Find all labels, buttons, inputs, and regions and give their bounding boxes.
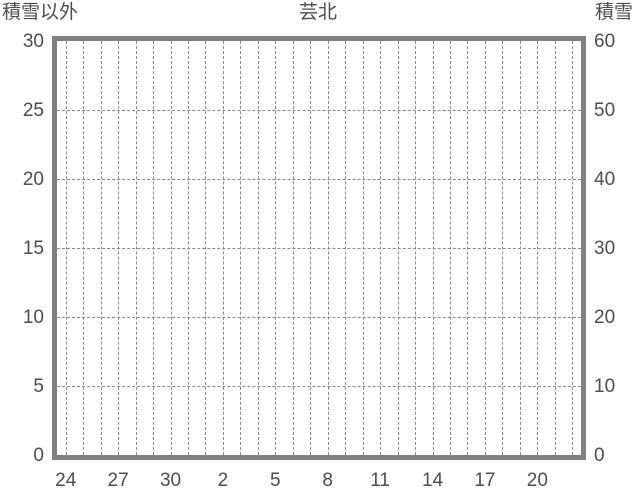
y-axis-left-tick-label: 10 — [22, 307, 44, 328]
horizontal-gridline — [57, 110, 581, 111]
y-axis-left-tick-label: 20 — [22, 169, 44, 190]
y-axis-right-tick-label: 30 — [594, 238, 616, 259]
horizontal-gridline — [57, 386, 581, 387]
y-axis-right-tick-label: 10 — [594, 376, 616, 397]
x-axis-tick-label: 11 — [370, 470, 390, 491]
y-axis-right-tick-label: 40 — [594, 169, 616, 190]
y-axis-right-tick-label: 60 — [594, 31, 616, 52]
y-axis-left-tick-label: 30 — [22, 31, 44, 52]
y-axis-right-tick-label: 20 — [594, 307, 616, 328]
x-axis-tick-label: 14 — [421, 470, 444, 491]
x-axis-tick-label: 5 — [270, 470, 281, 491]
x-axis-tick-label: 24 — [55, 470, 77, 491]
x-axis-tick-label: 17 — [474, 470, 496, 491]
x-axis-tick-label: 8 — [322, 470, 333, 491]
y-axis-left-tick-label: 5 — [33, 376, 44, 397]
left-axis-title: 積雪以外 — [2, 2, 79, 23]
plot-gridlines — [57, 41, 581, 455]
chart-title: 芸北 — [298, 2, 337, 23]
x-axis-tick-label: 20 — [526, 470, 548, 491]
x-axis-tick-label: 2 — [217, 470, 229, 491]
y-axis-right-tick-label: 0 — [594, 445, 605, 466]
plot-area — [52, 36, 586, 460]
y-axis-left-tick-label: 0 — [33, 445, 44, 466]
horizontal-gridline — [57, 179, 581, 180]
y-axis-left-tick-label: 25 — [22, 100, 44, 121]
x-axis-tick-label: 27 — [107, 470, 129, 491]
horizontal-gridline — [57, 317, 581, 318]
right-axis-title: 積雪 — [594, 2, 633, 23]
horizontal-gridline — [57, 248, 581, 249]
y-axis-left-tick-label: 15 — [22, 238, 44, 259]
x-axis-tick-label: 30 — [159, 470, 182, 491]
y-axis-right-tick-label: 50 — [594, 100, 616, 121]
